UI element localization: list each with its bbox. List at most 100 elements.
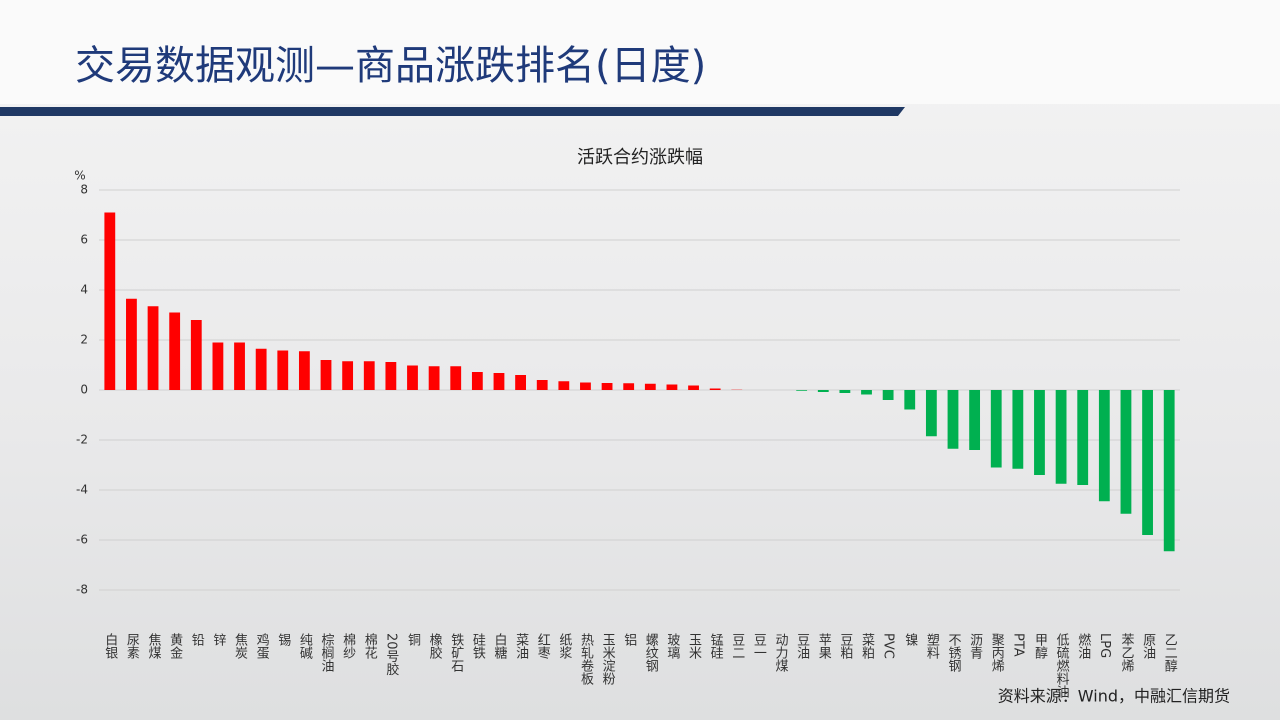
- x-tick-label: 硅铁: [470, 633, 486, 659]
- bar: [126, 298, 137, 390]
- bar: [277, 350, 289, 390]
- bar: [601, 383, 613, 390]
- x-tick-label: 豆二: [729, 633, 745, 659]
- bar: [169, 312, 181, 390]
- x-tick-label: 镍: [902, 633, 918, 646]
- y-tick-label: -8: [76, 583, 88, 597]
- x-tick-label: 燃油: [1075, 632, 1091, 659]
- x-tick-label: 热轧卷板: [578, 633, 594, 686]
- y-tick-label: -4: [76, 483, 88, 497]
- x-tick-label: PTA: [1010, 633, 1025, 657]
- bar: [1055, 390, 1067, 484]
- x-tick-label: 锰硅: [708, 633, 724, 659]
- x-tick-label: 棕榈油: [319, 633, 335, 672]
- x-tick-label: 豆油: [794, 633, 810, 659]
- bar: [644, 383, 656, 390]
- bar: [515, 375, 526, 390]
- bar: [688, 385, 699, 390]
- bar: [882, 390, 894, 400]
- header-background: [0, 0, 1280, 104]
- source-note: 资料来源：Wind，中融汇信期货: [998, 687, 1230, 706]
- bar: [147, 306, 159, 390]
- x-tick-label: 菜粕: [859, 633, 875, 659]
- bar: [234, 342, 245, 390]
- bar: [925, 390, 937, 437]
- y-tick-label: 0: [80, 383, 88, 397]
- bar: [471, 372, 483, 390]
- x-tick-label: 甲醇: [1032, 633, 1048, 659]
- bar: [558, 381, 570, 390]
- x-tick-label: 白糖: [491, 632, 507, 660]
- bar: [320, 360, 332, 390]
- x-tick-label: 玉米: [686, 633, 702, 659]
- bar: [493, 373, 505, 390]
- x-tick-label: 沥青: [967, 633, 983, 659]
- bar: [1142, 390, 1153, 535]
- bar: [1120, 390, 1132, 514]
- x-tick-label: 铜: [405, 633, 421, 646]
- bar: [861, 390, 872, 395]
- x-tick-label: 纯碱: [297, 633, 313, 659]
- bar: [817, 390, 829, 392]
- x-tick-label: 塑料: [924, 633, 940, 659]
- x-tick-label: 苹果: [816, 633, 832, 659]
- x-tick-label: 焦炭: [232, 633, 248, 660]
- x-tick-label: PVC: [881, 633, 896, 659]
- x-tick-label: 纸浆: [556, 633, 572, 659]
- x-tick-label: 锡: [275, 633, 291, 646]
- x-tick-label: 低硫燃料油: [1054, 633, 1070, 698]
- y-tick-label: -6: [76, 533, 88, 547]
- x-tick-label: 豆粕: [837, 633, 853, 659]
- x-tick-label: 豆一: [751, 633, 767, 659]
- header-bar: [0, 107, 905, 116]
- y-tick-label: 8: [80, 183, 88, 197]
- bar: [450, 366, 462, 390]
- bar: [580, 382, 591, 390]
- x-tick-label: 铝: [621, 633, 637, 646]
- x-tick-label: 20号胶: [383, 633, 399, 677]
- x-tick-label: 不锈钢: [945, 633, 961, 673]
- bar: [536, 380, 548, 390]
- x-tick-label: 聚丙烯: [989, 633, 1005, 672]
- bar: [190, 320, 202, 390]
- bar: [796, 390, 808, 391]
- x-tick-label: 尿素: [124, 633, 140, 659]
- x-tick-label: 白银: [102, 632, 118, 659]
- bar: [104, 212, 116, 390]
- x-tick-label: 焦煤: [146, 633, 162, 659]
- y-tick-label: -2: [76, 433, 88, 447]
- bar: [904, 390, 916, 410]
- x-tick-label: 原油: [1140, 633, 1156, 659]
- y-tick-label: 2: [80, 333, 88, 347]
- bar: [1098, 390, 1110, 502]
- x-tick-label: 菜油: [513, 633, 529, 659]
- x-tick-label: LPG: [1097, 633, 1112, 658]
- bar: [342, 361, 354, 390]
- x-tick-label: 红枣: [535, 632, 551, 659]
- bar: [1012, 390, 1024, 469]
- bar: [709, 388, 721, 390]
- x-tick-label: 动力煤: [773, 633, 789, 672]
- bar: [839, 390, 851, 393]
- bar: [363, 361, 375, 390]
- bar: [212, 342, 224, 390]
- bar: [969, 390, 981, 450]
- x-tick-label: 锌: [210, 633, 226, 646]
- x-tick-label: 铁矿石: [448, 633, 464, 672]
- x-tick-label: 黄金: [167, 633, 183, 659]
- bar: [990, 390, 1002, 468]
- bar: [428, 366, 440, 390]
- x-tick-label: 橡胶: [427, 633, 443, 660]
- bar: [623, 383, 635, 390]
- bar: [407, 365, 418, 390]
- x-tick-label: 乙二醇: [1162, 633, 1178, 672]
- bar: [385, 362, 397, 390]
- bar: [1077, 390, 1089, 485]
- bar: [298, 351, 310, 390]
- page-title: 交易数据观测—商品涨跌排名(日度): [75, 43, 706, 89]
- bar: [1163, 390, 1175, 552]
- x-tick-label: 玉米淀粉: [600, 633, 616, 685]
- y-tick-label: 4: [80, 283, 88, 297]
- x-tick-label: 鸡蛋: [254, 632, 270, 660]
- bar: [1034, 390, 1045, 475]
